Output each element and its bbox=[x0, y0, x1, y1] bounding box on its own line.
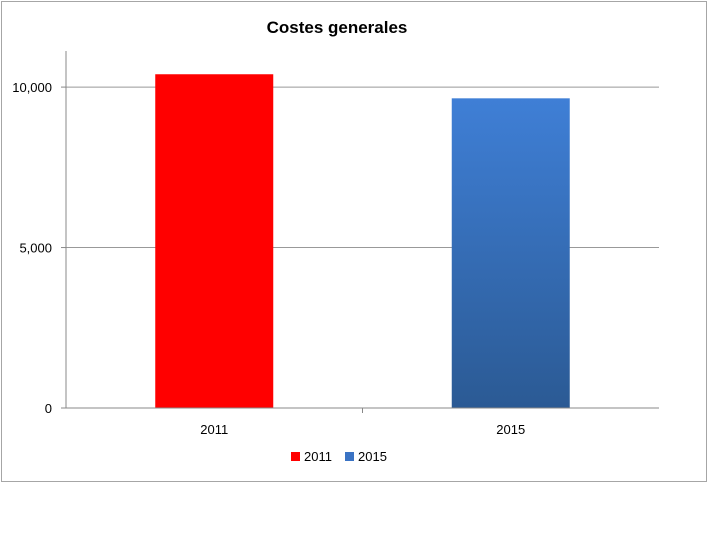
legend-label-2011: 2011 bbox=[304, 449, 332, 464]
y-tick-labels: 0 5,000 10,000 bbox=[12, 80, 52, 416]
legend: 2011 2015 bbox=[291, 449, 387, 464]
bars bbox=[155, 74, 570, 408]
chart-title: Costes generales bbox=[267, 18, 408, 37]
x-tick-label-2015: 2015 bbox=[496, 422, 525, 437]
bar-2015 bbox=[451, 98, 570, 408]
gridlines bbox=[66, 86, 659, 249]
bar-2011 bbox=[155, 74, 274, 408]
legend-swatch-2011 bbox=[291, 452, 300, 461]
y-tick-label-2: 10,000 bbox=[12, 80, 52, 95]
axes bbox=[61, 51, 659, 413]
chart-frame bbox=[1, 1, 707, 482]
y-tick-label-1: 5,000 bbox=[19, 241, 52, 256]
legend-swatch-2015 bbox=[345, 452, 354, 461]
y-tick-label-0: 0 bbox=[45, 401, 52, 416]
x-tick-label-2011: 2011 bbox=[200, 422, 228, 437]
legend-label-2015: 2015 bbox=[358, 449, 387, 464]
x-tick-labels: 2011 2015 bbox=[200, 422, 525, 437]
